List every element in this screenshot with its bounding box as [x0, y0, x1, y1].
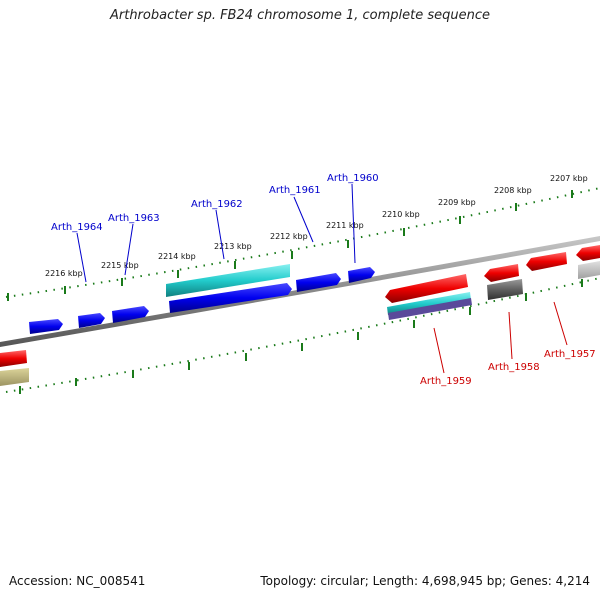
reverse-genes — [0, 245, 600, 367]
gene-label-arth-1963: Arth_1963 — [108, 213, 160, 224]
gene-label-arth-1961: Arth_1961 — [269, 185, 321, 196]
stripe-gene-reverse — [388, 298, 472, 320]
gene-arrow — [169, 283, 292, 313]
other-feature-right — [578, 261, 600, 279]
tick-label-2208: 2208 kbp — [494, 186, 532, 195]
gene-arrow — [385, 274, 468, 303]
tick-label-2210: 2210 kbp — [382, 210, 420, 219]
topology-summary: Topology: circular; Length: 4,698,945 bp… — [260, 574, 590, 588]
gene-arrow — [484, 264, 519, 282]
gene-arrow — [348, 267, 375, 283]
gene-arrow — [112, 306, 149, 323]
tick-label-2216: 2216 kbp — [45, 269, 83, 278]
tick-label-2213: 2213 kbp — [214, 242, 252, 251]
tick-label-2215: 2215 kbp — [101, 261, 139, 270]
accession-text: Accession: NC_008541 — [9, 574, 146, 588]
pseudo-gene — [487, 279, 523, 300]
forward-leader-lines — [76, 183, 356, 283]
gene-label-arth-1962: Arth_1962 — [191, 199, 243, 210]
other-feature-left — [0, 368, 29, 386]
tick-labels: 2207 kbp 2208 kbp 2209 kbp 2210 kbp 2211… — [45, 174, 588, 278]
reverse-gene-labels: Arth_1957 Arth_1958 Arth_1959 — [420, 349, 596, 387]
gene-arrow — [576, 245, 600, 261]
forward-gene-labels: Arth_1960 Arth_1961 Arth_1962 Arth_1963 … — [51, 173, 379, 233]
gene-arrow — [0, 350, 27, 367]
gene-arrow — [296, 273, 341, 292]
chromosome-backbone — [0, 236, 600, 347]
tick-label-2214: 2214 kbp — [158, 252, 196, 261]
rna-gene-forward — [166, 264, 290, 297]
map-title: Arthrobacter sp. FB24 chromosome 1, comp… — [109, 8, 491, 23]
gene-label-arth-1960: Arth_1960 — [327, 173, 379, 184]
gene-label-arth-1958: Arth_1958 — [488, 362, 540, 373]
rna-gene-reverse — [387, 292, 471, 315]
gene-label-arth-1957: Arth_1957 — [544, 349, 596, 360]
gene-label-arth-1964: Arth_1964 — [51, 222, 103, 233]
gene-arrow — [526, 252, 567, 271]
major-ticks-lower — [19, 279, 583, 394]
gene-arrow — [78, 313, 105, 328]
tick-label-2209: 2209 kbp — [438, 198, 476, 207]
gene-label-arth-1959: Arth_1959 — [420, 376, 472, 387]
forward-genes — [29, 267, 375, 334]
major-ticks-upper — [7, 190, 573, 301]
tick-label-2211: 2211 kbp — [326, 221, 364, 230]
tick-label-2207: 2207 kbp — [550, 174, 588, 183]
tick-label-2212: 2212 kbp — [270, 232, 308, 241]
gene-arrow — [29, 319, 63, 334]
reverse-leader-lines — [433, 301, 568, 374]
